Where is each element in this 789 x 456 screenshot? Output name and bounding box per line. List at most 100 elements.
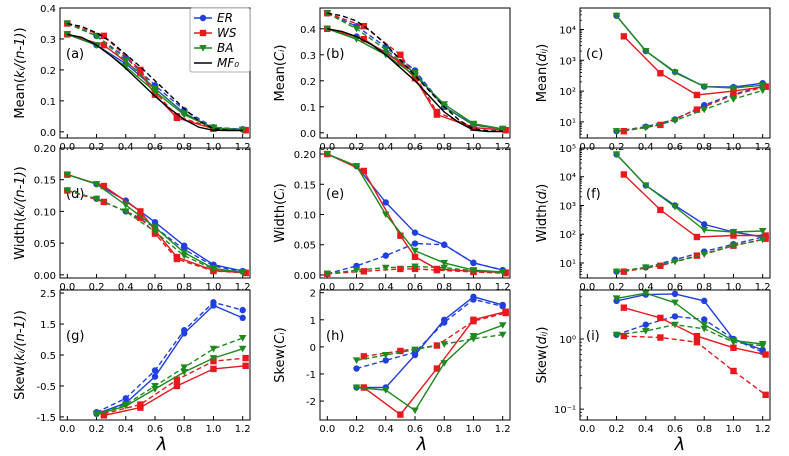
x-tick-label: 0.2	[609, 282, 625, 293]
data-point-ws	[242, 362, 249, 370]
panel-label: (g)	[66, 329, 84, 344]
data-point-ba	[121, 63, 130, 71]
data-point-er	[382, 199, 389, 206]
y-axis-label-prefix: Mean(	[273, 61, 288, 102]
data-point-ws	[693, 233, 701, 241]
data-point-ba	[700, 325, 709, 333]
x-tick-label: 0.4	[118, 282, 134, 293]
data-point-ba	[729, 228, 738, 236]
data-point-ws	[173, 255, 181, 263]
data-point-ba	[121, 401, 130, 409]
data-point-ws	[693, 106, 701, 113]
y-axis-label: Skew(dᵢⱼ)	[535, 327, 550, 384]
data-point-ws	[397, 59, 404, 66]
legend-label: ER	[217, 11, 233, 25]
data-point-ba	[151, 382, 159, 390]
y-axis-label-suffix: )	[535, 44, 550, 49]
y-tick-label: 0.15	[294, 180, 316, 191]
data-point-ba	[700, 251, 709, 258]
data-point-ba	[440, 360, 449, 367]
data-point-ba	[440, 259, 449, 267]
x-tick-label: 0.6	[667, 282, 683, 293]
data-point-ws	[360, 268, 368, 275]
data-point-ws	[173, 113, 181, 120]
x-tick-label: 0.6	[407, 424, 423, 435]
data-point-ba	[63, 187, 72, 195]
data-point-ws	[657, 334, 664, 341]
x-tick-label: 0.4	[378, 424, 394, 435]
data-point-ba	[411, 407, 419, 415]
data-point-ba	[498, 269, 507, 277]
data-point-er	[642, 321, 649, 328]
data-point-er	[671, 313, 679, 320]
panel-e: 0.0 0.2 0.4 0.6 0.8 1.0 1.2 0.00 0.05 0.10 0.15 0.2…	[273, 147, 511, 293]
y-tick-label: 10³	[559, 56, 576, 67]
data-point-ws	[397, 411, 404, 418]
y-axis-label-prefix: Skew(	[13, 361, 28, 400]
series-line-er-dashed	[616, 315, 763, 353]
data-point-ba	[671, 69, 679, 77]
y-tick-label: 0.10	[34, 207, 56, 218]
x-tick-label: 0.4	[638, 424, 654, 435]
data-point-er	[411, 229, 419, 236]
data-point-ba	[92, 181, 101, 188]
data-point-ws	[433, 365, 441, 372]
data-point-ws	[470, 317, 477, 325]
x-tick-label: 1.2	[235, 282, 251, 293]
data-point-er	[470, 259, 477, 267]
data-point-ba	[352, 25, 361, 33]
data-point-ws	[397, 232, 404, 239]
data-point-ba	[92, 410, 101, 418]
series-line-ba-dashed	[96, 337, 243, 415]
x-tick-label: 0.4	[118, 424, 134, 435]
panel-label: (i)	[586, 329, 600, 344]
data-point-ba	[63, 171, 72, 179]
y-tick-label: 0.10	[294, 211, 316, 222]
x-tick-label: 0.0	[579, 282, 595, 293]
y-tick-label: -1.5	[36, 413, 56, 424]
data-point-ws	[657, 121, 664, 129]
series-line-mf-solid	[327, 28, 503, 133]
legend-label: BA	[217, 41, 233, 55]
panel-frame	[59, 147, 251, 279]
series-group	[612, 12, 769, 135]
y-axis-label-variable: dᵢⱼ	[535, 331, 550, 345]
data-point-ba	[180, 369, 189, 376]
data-point-ws	[433, 108, 441, 116]
data-point-ba	[469, 122, 478, 129]
data-point-ba	[151, 224, 159, 231]
data-point-ba	[758, 227, 767, 235]
data-point-ba	[411, 70, 419, 77]
x-tick-label: 1.2	[495, 282, 511, 293]
data-point-ba	[700, 227, 709, 234]
data-point-ws	[242, 354, 249, 362]
data-point-ba	[381, 387, 390, 394]
x-tick-label: 0.0	[59, 282, 75, 293]
data-point-ba	[209, 124, 218, 132]
data-point-ba	[641, 124, 650, 132]
data-point-ba	[209, 266, 218, 273]
panel-d: 0.0 0.2 0.4 0.6 0.8 1.0 1.2 0.00 0.05 0.10 0.15 0.2…	[13, 144, 251, 293]
data-point-ws	[100, 410, 108, 418]
data-point-ba	[352, 163, 361, 170]
x-tick-label: 0.2	[609, 424, 625, 435]
y-tick-label: 0.20	[294, 150, 316, 161]
data-point-ba	[612, 295, 621, 302]
x-tick-label: 0.8	[176, 424, 192, 435]
series-group	[323, 10, 509, 134]
x-tick-label: 0.2	[349, 282, 365, 293]
data-point-er	[151, 218, 159, 226]
y-axis-label: Width(Cᵢ)	[273, 183, 288, 242]
x-tick-label: 0.2	[349, 424, 365, 435]
panel-b: 0.0 0.2 0.4 0.6 0.8 1.0 1.20.00.10.20.30.4Mean…	[273, 7, 511, 153]
data-point-ba	[729, 339, 738, 346]
data-point-ba	[641, 48, 650, 55]
data-point-ba	[323, 151, 332, 158]
y-axis-label-suffix: )	[13, 27, 28, 32]
data-point-ba	[498, 125, 507, 133]
y-axis-label-variable: dᵢ	[535, 188, 550, 199]
data-point-ba	[180, 252, 189, 260]
data-point-ws	[360, 23, 368, 30]
data-point-er	[181, 327, 188, 334]
